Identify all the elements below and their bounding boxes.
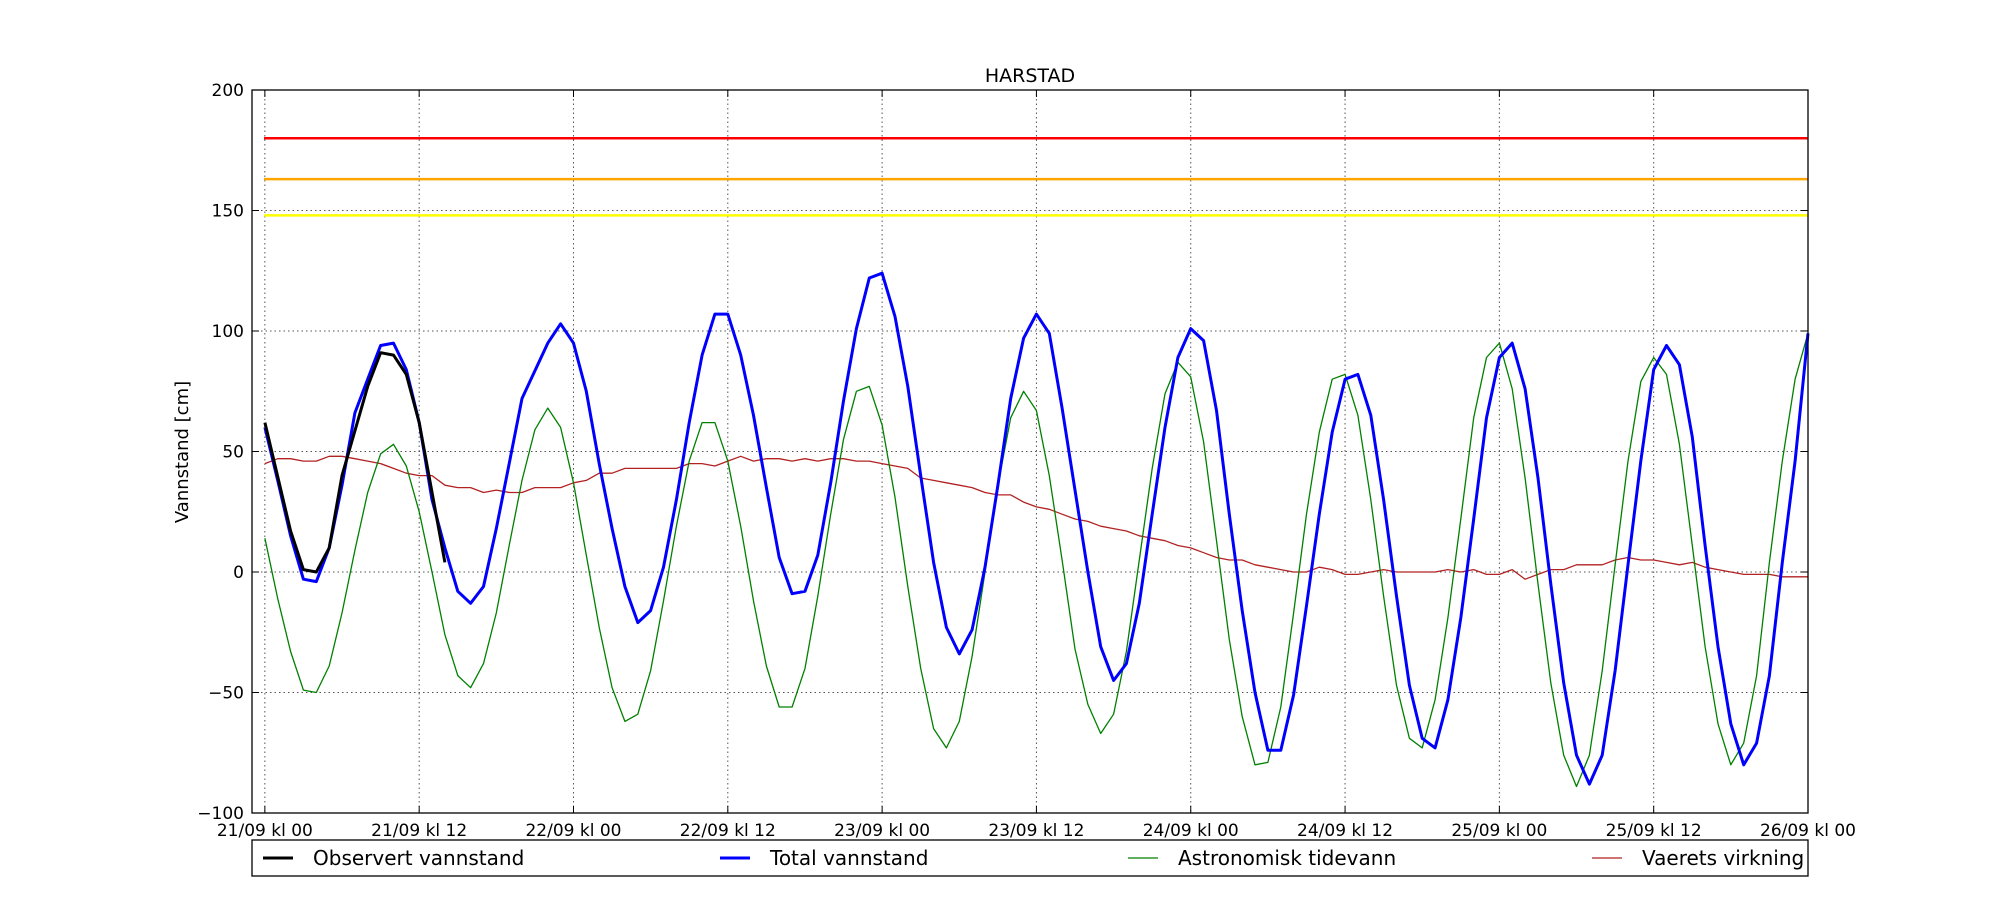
y-axis-label: Vannstand [cm]	[172, 381, 193, 523]
legend-frame	[251, 839, 1809, 877]
y-tick-label: −100	[197, 804, 244, 824]
x-tick-label: 25/09 kl 00	[1451, 821, 1547, 841]
x-tick-label: 24/09 kl 12	[1297, 821, 1393, 841]
y-tick-label: 50	[222, 443, 244, 463]
axis-ticks: −100 −50 0 50 100 150 200 21/09 kl 00 21/09 kl 1…	[197, 81, 1856, 841]
x-tick-label: 21/09 kl 12	[371, 821, 467, 841]
y-tick-label: −50	[208, 684, 244, 704]
series-line-total-vannstand	[263, 271, 1810, 786]
y-tick-label: 150	[212, 202, 244, 222]
x-tick-label: 22/09 kl 12	[680, 821, 776, 841]
legend: Observert vannstand Total vannstand Astron…	[251, 839, 1809, 877]
legend-label-vaerets-virkning: Vaerets virkning	[1642, 846, 1804, 870]
series-lines	[263, 271, 1810, 788]
x-tick-label: 24/09 kl 00	[1143, 821, 1239, 841]
series-line-vaerets-virkning	[264, 455, 1808, 580]
x-tick-label: 23/09 kl 00	[834, 821, 930, 841]
series-line-observert-vannstand	[263, 351, 447, 574]
legend-label-astronomisk-tidevann: Astronomisk tidevann	[1178, 846, 1396, 870]
x-tick-label: 21/09 kl 00	[217, 821, 313, 841]
chart-title: HARSTAD	[985, 65, 1075, 87]
series-line-astronomisk-tidevann	[264, 333, 1809, 788]
x-tick-label: 26/09 kl 00	[1760, 821, 1856, 841]
y-tick-label: 0	[233, 563, 244, 583]
legend-label-total-vannstand: Total vannstand	[769, 846, 928, 870]
y-tick-label: 100	[212, 322, 244, 342]
y-tick-label: 200	[212, 81, 244, 101]
x-tick-label: 22/09 kl 00	[525, 821, 621, 841]
legend-label-observert-vannstand: Observert vannstand	[313, 846, 524, 870]
x-tick-label: 25/09 kl 12	[1606, 821, 1702, 841]
threshold-lines	[264, 136, 1808, 217]
x-tick-label: 23/09 kl 12	[988, 821, 1084, 841]
